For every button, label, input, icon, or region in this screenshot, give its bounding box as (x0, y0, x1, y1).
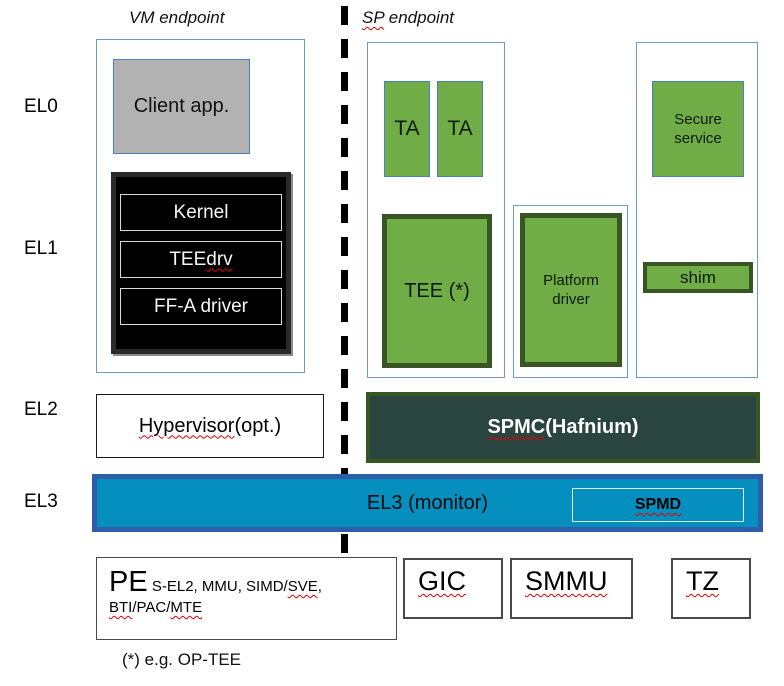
shim-box: shim (643, 262, 753, 293)
el0-label: EL0 (24, 96, 58, 117)
smmu-box: SMMU (510, 558, 633, 619)
gic-label: GIC (418, 566, 467, 596)
sp-endpoint-header-prefix: SP (362, 8, 385, 27)
vm-endpoint-header: VM endpoint (129, 8, 225, 27)
sp-platform-driver-container: Platform driver (513, 205, 628, 378)
spmc-hafnium-box: SPMC (Hafnium) (366, 392, 760, 463)
platform-driver-box: Platform driver (520, 213, 622, 367)
spmc-word: SPMC (487, 416, 546, 438)
sp-secure-service-container: Secure service shim (636, 42, 758, 378)
pe-feature-sve: SVE (287, 578, 318, 595)
tee-driver-box: TEE drv (120, 241, 282, 278)
sp-endpoint-header: SP endpoint (362, 8, 454, 28)
pe-feature-bti: BTI (109, 599, 133, 616)
pe-feature-seg: , (317, 578, 322, 595)
kernel-stack-box: Kernel TEE drv FF-A driver (111, 172, 291, 354)
vm-endpoint-container: Client app. Kernel TEE drv FF-A driver (96, 39, 305, 373)
pe-features: S-EL2, MMU, SIMD/SVE, BTI/PAC/MTE (109, 578, 322, 616)
pe-feature-mte: MTE (170, 599, 203, 616)
hypervisor-word: Hypervisor (138, 414, 235, 437)
tee-box: TEE (*) (382, 214, 492, 368)
tee-drv-prefix: TEE (169, 248, 207, 270)
el3-monitor-label: EL3 (monitor) (366, 491, 489, 514)
pe-feature-seg: /PAC/ (132, 599, 171, 616)
sp-endpoint-header-suffix: endpoint (384, 8, 454, 27)
footnote: (*) e.g. OP-TEE (122, 650, 242, 669)
trusted-app-box-2: TA (437, 81, 483, 177)
kernel-box: Kernel (120, 194, 282, 231)
el3-monitor-bar: EL3 (monitor) SPMD (92, 474, 763, 532)
spmc-suffix: (Hafnium) (545, 416, 639, 438)
el1-label: EL1 (24, 238, 58, 259)
client-app-box: Client app. (113, 59, 250, 154)
spmd-box: SPMD (572, 488, 744, 522)
tee-drv-word: drv (206, 248, 233, 270)
pe-title: PE (109, 566, 148, 598)
smmu-label: SMMU (525, 566, 608, 596)
tz-box: TZ (671, 558, 751, 619)
sp-tee-container: TA TA TEE (*) (367, 42, 505, 378)
hypervisor-suffix: (opt.) (234, 414, 282, 437)
el2-label: EL2 (24, 399, 58, 420)
gic-box: GIC (403, 558, 503, 619)
pe-feature-seg: S-EL2, MMU, SIMD/ (147, 578, 288, 595)
trusted-app-box-1: TA (384, 81, 430, 177)
ffa-driver-box: FF-A driver (120, 288, 282, 325)
tz-label: TZ (686, 566, 719, 596)
secure-service-box: Secure service (652, 81, 744, 177)
el3-label: EL3 (24, 491, 58, 512)
spmd-label: SPMD (634, 496, 682, 513)
hypervisor-box: Hypervisor (opt.) (96, 394, 324, 458)
endpoint-divider-line (341, 6, 348, 556)
pe-box: PE S-EL2, MMU, SIMD/SVE, BTI/PAC/MTE (96, 557, 397, 640)
